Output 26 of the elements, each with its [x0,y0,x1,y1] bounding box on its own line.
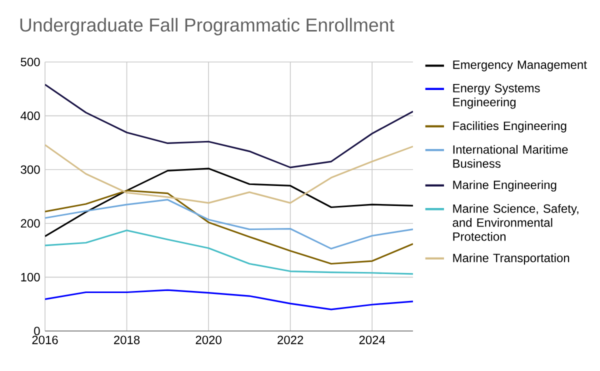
y-tick-label: 300 [20,165,40,174]
x-tick-label: 2016 [32,336,58,344]
y-tick-label: 200 [20,219,40,228]
x-tick-label: 2022 [278,336,304,344]
y-tick-label: 400 [20,112,40,120]
legend-label: Marine Engineering [453,180,556,192]
x-tick-label: 2024 [359,336,386,344]
line-series [45,230,413,275]
line-series [45,190,413,265]
x-tick-label: 2020 [196,336,222,344]
legend-label: Emergency Management [453,60,587,72]
line-series [45,144,413,204]
line-series [45,84,413,168]
y-tick-label: 500 [20,58,40,66]
x-tick-label: 2018 [114,336,140,344]
legend-label: Facilities Engineering [453,121,566,132]
y-tick-label: 0 [34,326,40,336]
legend-label: International Maritime Business [453,144,568,168]
line-series [45,198,413,250]
legend-label: Marine Science, Safety, and Environmental Protection [452,204,578,241]
line-series [45,168,413,238]
y-tick-label: 100 [21,272,40,282]
chart-title: Undergraduate Fall Programmatic Enrollment [20,18,394,36]
line-series [45,289,413,310]
legend-label: Marine Transportation [453,253,570,265]
legend-label: Energy Systems Engineering [453,84,540,109]
